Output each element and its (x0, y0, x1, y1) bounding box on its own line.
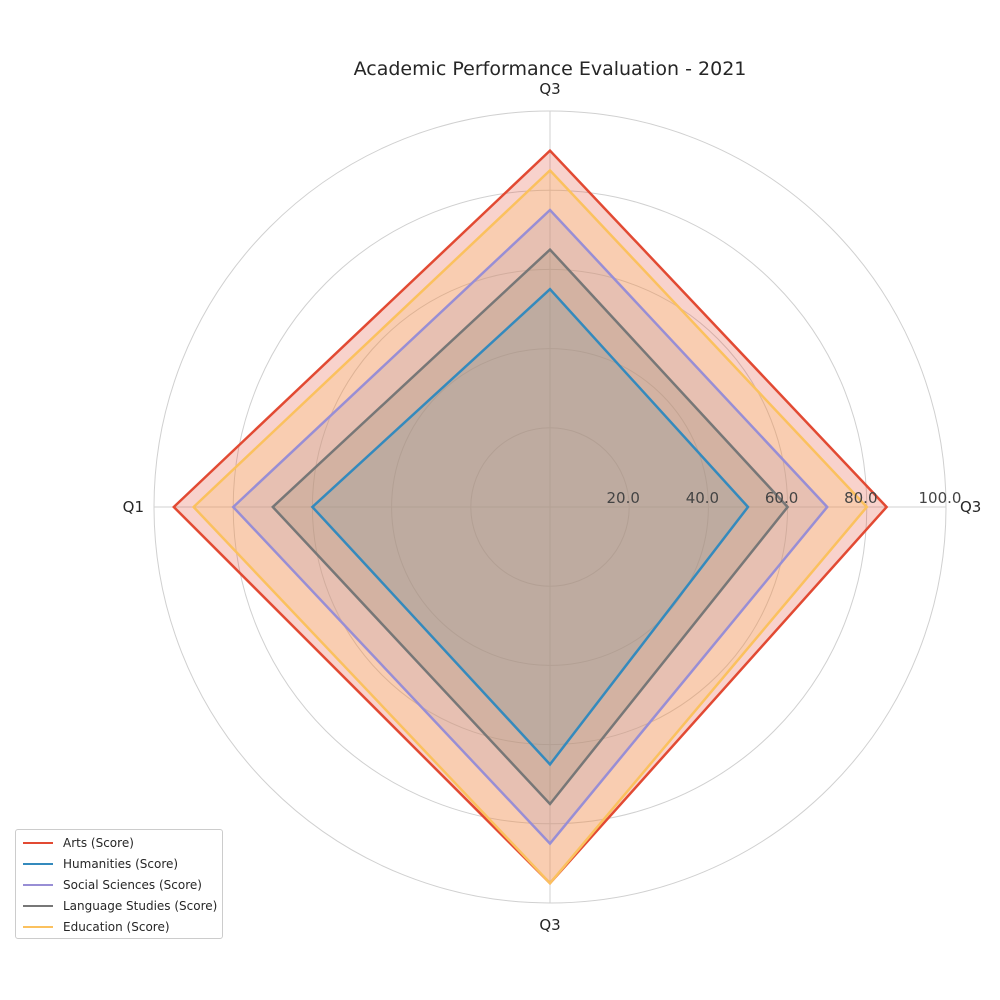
legend-label: Arts (Score) (63, 835, 134, 850)
category-label: Q3 (960, 498, 981, 516)
legend-swatch (23, 883, 53, 886)
radial-tick-label: 100.0 (919, 489, 962, 507)
series-line (310, 287, 750, 767)
radial-tick-label: 60.0 (765, 489, 798, 507)
series-line (172, 148, 889, 886)
radial-tick-label: 20.0 (606, 489, 639, 507)
category-label: Q3 (539, 80, 560, 98)
legend-item: Social Sciences (Score) (21, 874, 217, 895)
series-line (191, 168, 869, 886)
series-line (271, 247, 790, 806)
radial-tick-label: 40.0 (686, 489, 719, 507)
legend-swatch (23, 841, 53, 844)
legend-swatch (23, 862, 53, 865)
radial-tick-label: 80.0 (844, 489, 877, 507)
chart-title: Academic Performance Evaluation - 2021 (354, 58, 747, 80)
legend-item: Humanities (Score) (21, 853, 217, 874)
legend-item: Education (Score) (21, 916, 217, 937)
series-fill (173, 150, 887, 884)
category-label: Q3 (539, 916, 560, 934)
legend-label: Social Sciences (Score) (63, 877, 202, 892)
legend-swatch (23, 925, 53, 928)
legend-item: Language Studies (Score) (21, 895, 217, 916)
legend-label: Education (Score) (63, 919, 170, 934)
legend-label: Humanities (Score) (63, 856, 179, 871)
series-layer (172, 148, 889, 886)
series-line (231, 208, 829, 846)
series-fill (193, 170, 867, 884)
legend-item: Arts (Score) (21, 832, 217, 853)
legend: Arts (Score) Humanities (Score) Social Sci… (15, 829, 224, 939)
category-label: Q1 (123, 498, 144, 516)
legend-label: Language Studies (Score) (63, 898, 218, 913)
legend-swatch (23, 904, 53, 907)
